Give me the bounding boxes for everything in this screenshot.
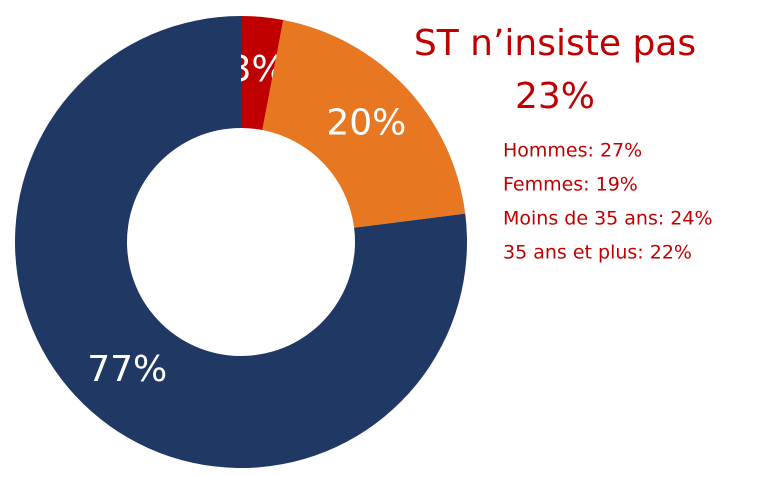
annotation-detail: Moins de 35 ans: 24%	[503, 208, 713, 230]
slice	[262, 20, 466, 228]
annotation-detail: Femmes: 19%	[503, 174, 638, 196]
slice	[241, 16, 284, 131]
slice	[15, 16, 467, 468]
annotation-detail: 35 ans et plus: 22%	[503, 242, 692, 264]
value-label: 20%	[326, 102, 406, 143]
annotation-value: 23%	[515, 76, 595, 117]
annotation-title: ST n’insiste pas	[414, 23, 696, 64]
annotation-detail: Hommes: 27%	[503, 140, 642, 162]
value-label: 77%	[87, 349, 167, 390]
